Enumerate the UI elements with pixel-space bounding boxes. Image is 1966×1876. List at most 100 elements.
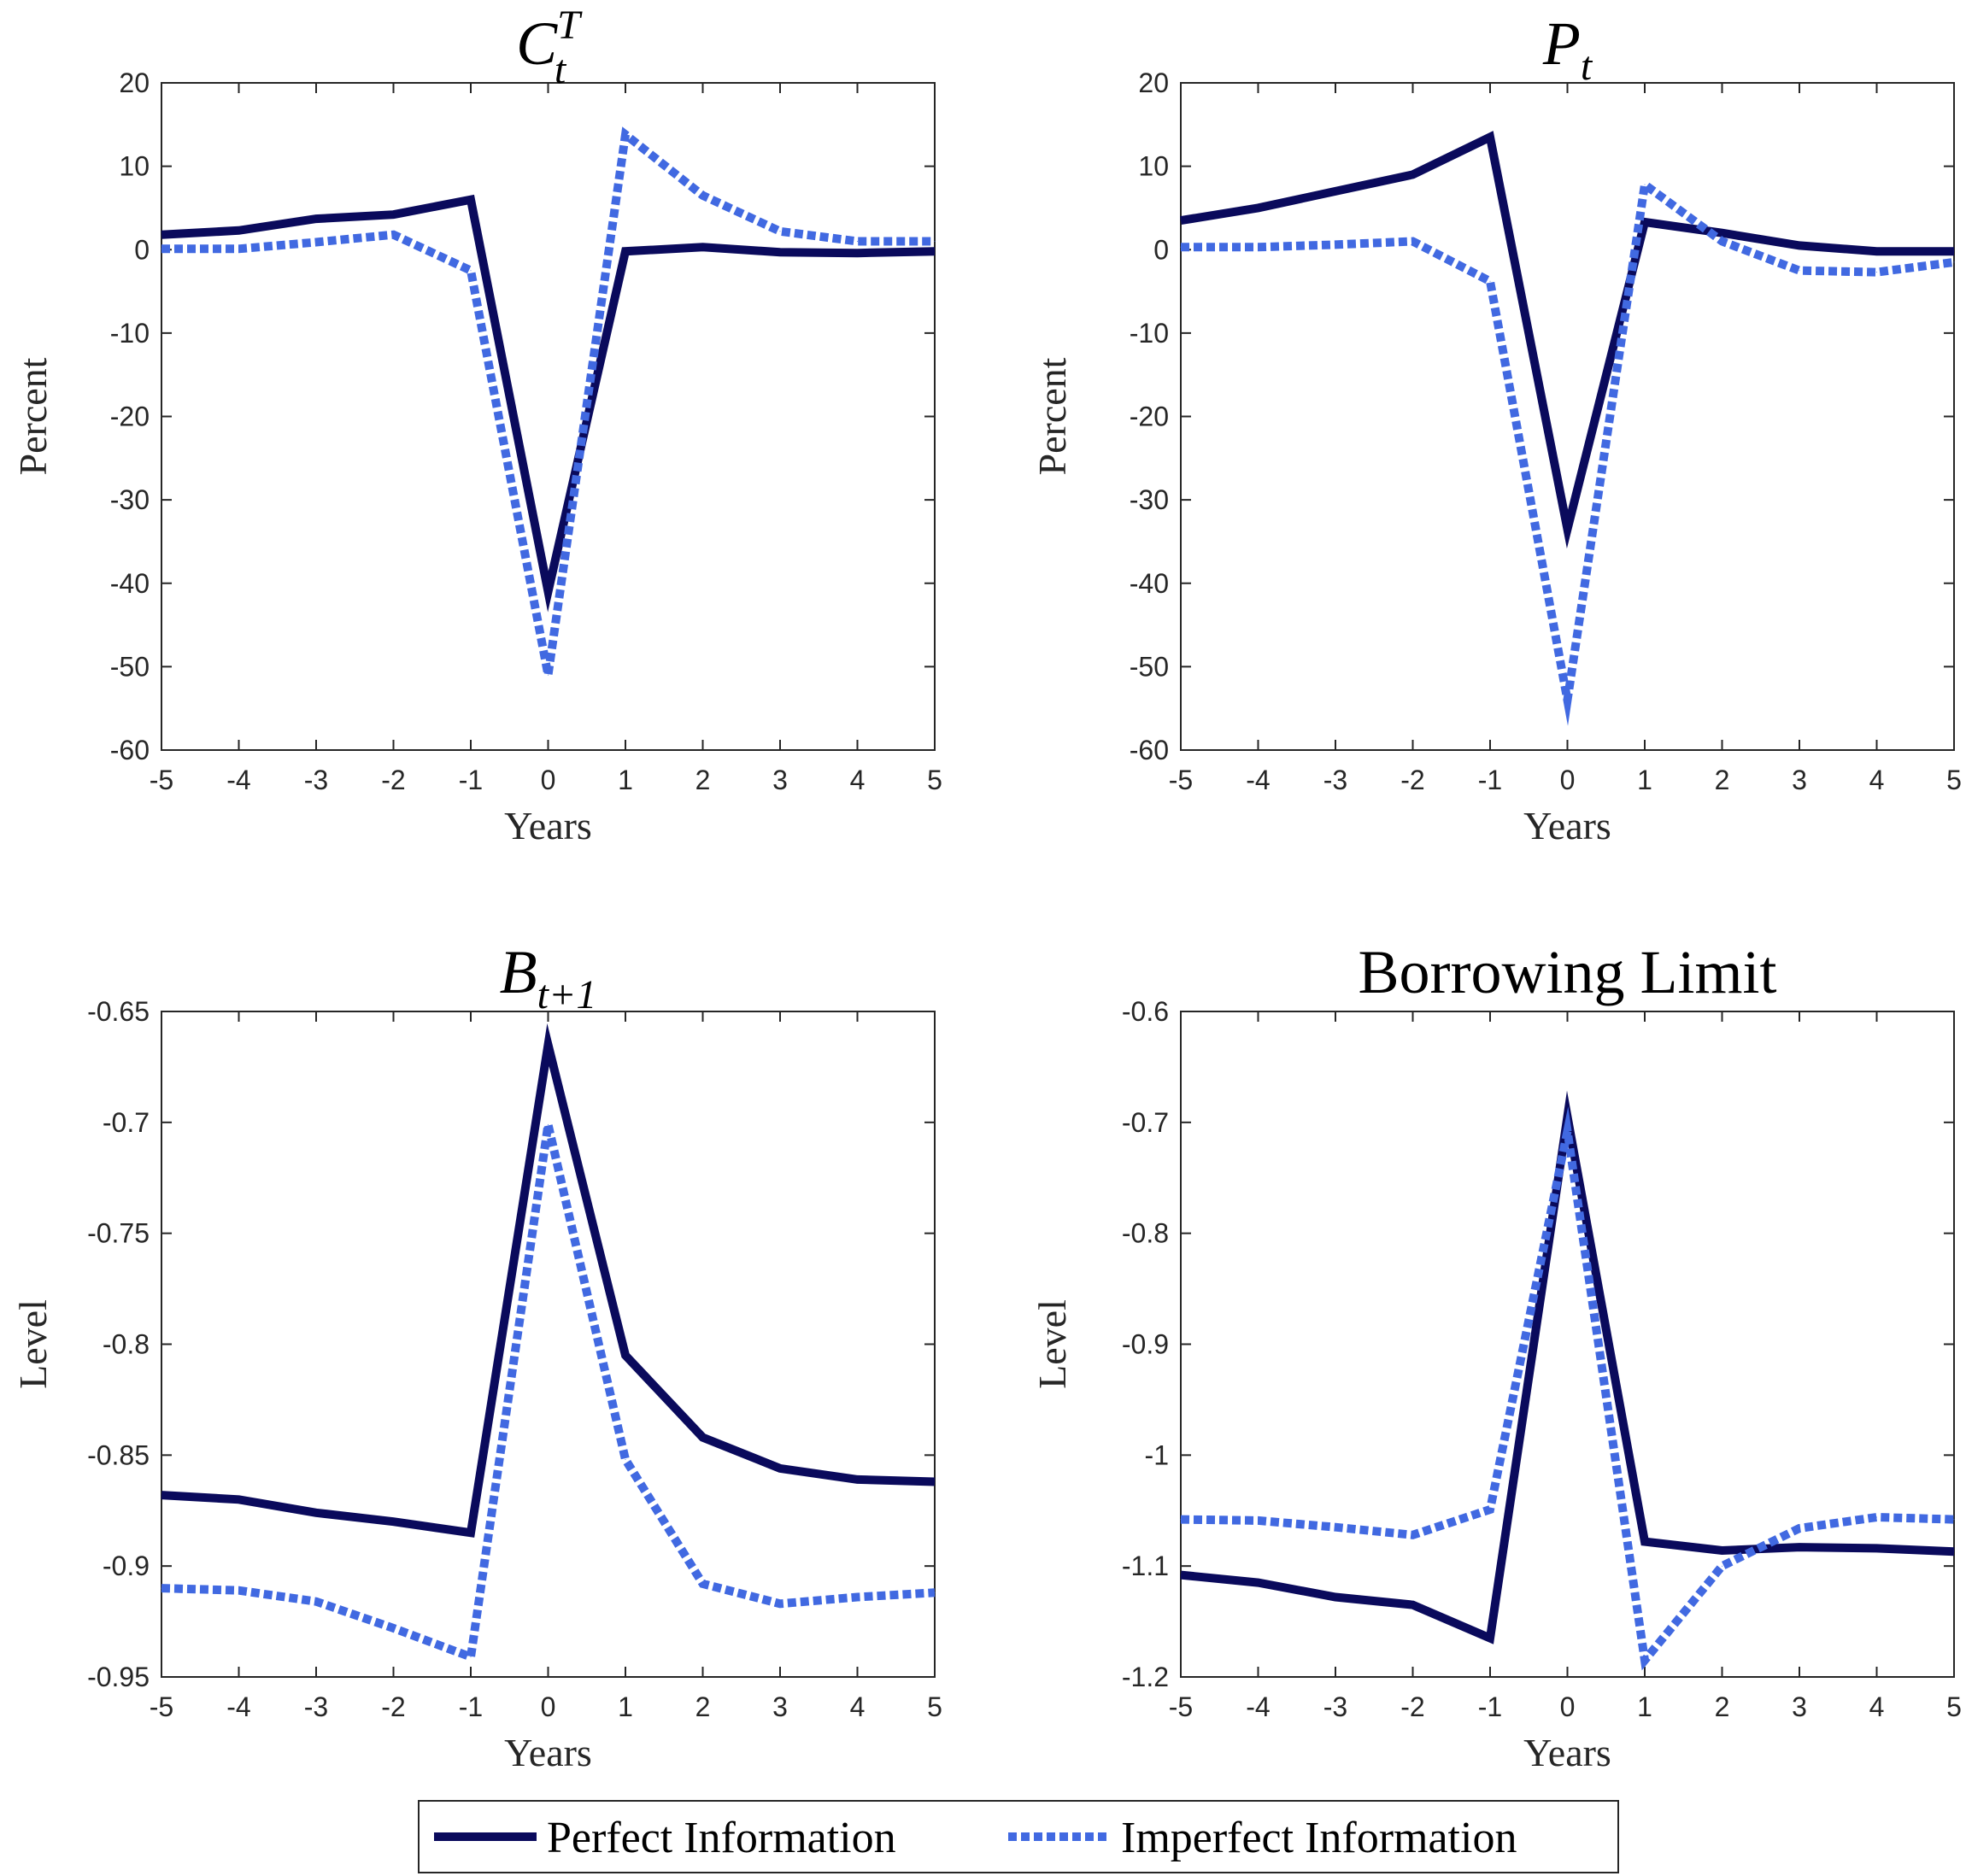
x-tick-label: -4 — [1246, 765, 1270, 795]
data-point — [1876, 250, 1877, 252]
data-point — [702, 246, 703, 248]
data-point — [934, 250, 936, 252]
data-point — [1335, 1597, 1336, 1598]
y-tick-label: -0.9 — [1122, 1329, 1169, 1360]
data-point — [934, 241, 936, 242]
data-point — [161, 234, 162, 236]
x-tick-label: 2 — [1715, 1691, 1730, 1722]
y-tick-label: -1 — [1145, 1439, 1169, 1470]
series-line-imperfect-information — [161, 126, 935, 701]
data-point — [470, 270, 472, 272]
data-point — [393, 234, 394, 236]
data-point — [857, 241, 858, 242]
data-point — [1567, 699, 1568, 701]
data-point — [1258, 246, 1259, 248]
y-tick-label: 10 — [1138, 151, 1169, 182]
series-line-imperfect-information — [161, 1101, 936, 1663]
data-point — [702, 1583, 703, 1585]
x-tick-label: 5 — [927, 765, 942, 795]
x-axis-label: Years — [1523, 1731, 1611, 1774]
series-line-imperfect-information — [1180, 1106, 1955, 1671]
x-tick-label: 2 — [1715, 765, 1730, 795]
data-point — [315, 218, 317, 220]
data-point — [1412, 1604, 1413, 1606]
x-tick-label: -1 — [1478, 765, 1502, 795]
x-tick-label: 2 — [695, 765, 711, 795]
data-point — [1953, 1551, 1955, 1552]
x-tick-label: -5 — [1169, 1691, 1193, 1722]
series-line-perfect-information — [161, 194, 936, 613]
data-point — [470, 199, 472, 201]
data-point — [779, 251, 781, 253]
x-tick-label: 4 — [1869, 765, 1885, 795]
data-point — [1412, 173, 1413, 175]
subplot-3: -5 -4 -3 -2 -1 0 1 2 3 4 5 -0.65 -0.7 -0.75 -0.8 -0.85 -… — [11, 938, 942, 1774]
y-tick-label: -0.7 — [103, 1107, 150, 1138]
data-point — [1258, 1520, 1259, 1521]
data-point — [1799, 1546, 1800, 1548]
x-tick-label: -5 — [150, 1691, 173, 1722]
x-tick-label: 0 — [1560, 1691, 1576, 1722]
y-axis-label: Level — [1030, 1299, 1074, 1389]
data-point — [548, 1044, 549, 1046]
x-tick-label: 2 — [695, 1691, 711, 1722]
x-tick-label: -4 — [226, 765, 250, 795]
x-tick-label: -1 — [459, 765, 483, 795]
plot-frame — [161, 1011, 936, 1678]
subplot-4: -5 -4 -3 -2 -1 0 1 2 3 4 5 -0.6 -0.7 -0.8 -0.9 -1 -1.1 -1… — [1030, 938, 1962, 1774]
data-point — [1258, 1582, 1259, 1584]
y-axis-label: Percent — [11, 357, 55, 475]
series-line-perfect-information — [161, 1023, 936, 1538]
data-point — [1876, 272, 1877, 273]
x-tick-label: 5 — [1946, 765, 1962, 795]
legend-label-perfect-information: Perfect Information — [547, 1814, 896, 1862]
plot-frame — [161, 82, 936, 751]
y-tick-label: 20 — [119, 67, 150, 98]
y-tick-label: -20 — [110, 402, 150, 432]
x-tick-label: -1 — [459, 1691, 483, 1722]
data-point — [857, 1597, 858, 1598]
y-tick-label: -30 — [1130, 484, 1169, 515]
subplot-2: -5 -4 -3 -2 -1 0 1 2 3 4 520100-10-20-30-40-50-60Y… — [1030, 9, 1962, 847]
x-tick-label: -5 — [150, 765, 173, 795]
data-point — [1489, 137, 1491, 138]
x-tick-label: 1 — [618, 765, 633, 795]
y-tick-label: 0 — [134, 234, 150, 265]
y-tick-label: -40 — [1130, 568, 1169, 599]
x-tick-label: 1 — [1637, 765, 1652, 795]
data-point — [1953, 261, 1955, 263]
data-point — [702, 1437, 703, 1439]
data-point — [393, 214, 394, 215]
y-tick-label: -1.2 — [1122, 1662, 1169, 1692]
data-point — [1644, 221, 1646, 223]
data-point — [1953, 1519, 1955, 1521]
data-point — [779, 1468, 781, 1469]
y-tick-label: 0 — [1153, 234, 1169, 265]
y-tick-label: -30 — [110, 484, 150, 515]
data-point — [1180, 220, 1182, 221]
data-point — [934, 1481, 936, 1482]
x-axis-label: Years — [504, 1731, 592, 1774]
y-tick-label: -10 — [1130, 318, 1169, 349]
y-axis-label: Percent — [1030, 357, 1074, 475]
y-tick-label: -0.6 — [1122, 996, 1169, 1027]
data-point — [1799, 244, 1800, 246]
x-tick-label: -5 — [1169, 765, 1193, 795]
y-tick-label: -60 — [1130, 735, 1169, 765]
x-tick-label: 0 — [1560, 765, 1576, 795]
x-tick-label: -2 — [381, 765, 405, 795]
data-point — [1644, 1660, 1646, 1661]
x-tick-label: 3 — [1792, 765, 1807, 795]
legend-label-imperfect-information: Imperfect Information — [1121, 1814, 1517, 1862]
x-tick-label: 4 — [1869, 1691, 1885, 1722]
x-tick-label: -3 — [1323, 1691, 1347, 1722]
data-point — [625, 134, 626, 135]
data-point — [1876, 1547, 1877, 1549]
y-tick-label: 20 — [1138, 67, 1169, 98]
data-point — [393, 1627, 394, 1629]
series-line-perfect-information — [1180, 131, 1954, 549]
x-tick-label: -4 — [226, 1691, 250, 1722]
y-tick-label: -0.7 — [1122, 1107, 1169, 1138]
y-tick-label: -50 — [110, 651, 150, 682]
